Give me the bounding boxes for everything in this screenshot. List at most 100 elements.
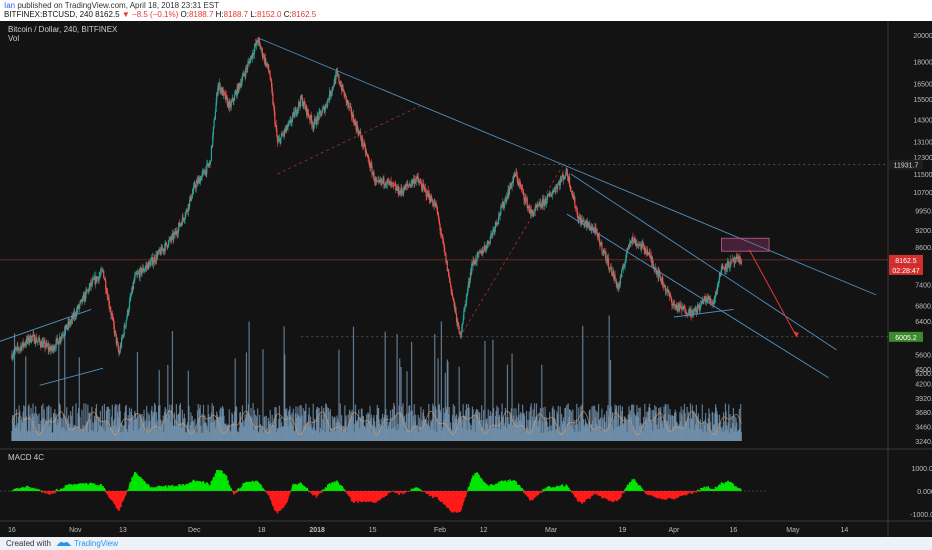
candle-body — [46, 345, 49, 347]
candle-body — [368, 160, 370, 166]
candle-body — [652, 260, 654, 265]
author-link[interactable]: Ian — [4, 1, 16, 10]
candle-body — [66, 327, 68, 330]
price-tick-label: 10700.0 — [913, 190, 932, 197]
volume-bar — [740, 431, 742, 441]
volume-bar — [646, 421, 649, 441]
volume-bar — [523, 412, 525, 441]
macd-bar — [690, 491, 692, 494]
volume-bar — [16, 426, 18, 441]
candle-body — [299, 104, 301, 106]
volume-bar — [481, 426, 483, 441]
candle-body — [70, 321, 72, 325]
candle-body — [23, 343, 26, 346]
candle-body — [288, 121, 290, 124]
volume-bar — [436, 431, 438, 441]
candle-body — [642, 243, 645, 246]
volume-bar — [652, 409, 655, 441]
candle-body — [387, 181, 390, 182]
volume-bar — [311, 427, 313, 441]
volume-bar — [643, 426, 645, 441]
candle-body — [280, 133, 283, 138]
volume-bar — [276, 428, 279, 441]
volume-bar — [21, 423, 24, 441]
volume-bar — [204, 415, 206, 441]
volume-bar — [64, 325, 66, 441]
volume-bar — [13, 414, 15, 441]
chart-area[interactable]: Bitcoin / Dollar, 240, BITFINEX Vol MACD 4… — [0, 21, 932, 537]
volume-bar — [46, 421, 49, 441]
candle-body — [634, 238, 636, 241]
volume-bar — [586, 424, 588, 441]
volume-bar — [409, 405, 411, 441]
candle-body — [270, 80, 273, 88]
candle-body — [223, 90, 225, 93]
volume-bar — [249, 418, 252, 441]
candle-body — [229, 102, 231, 104]
candle-body — [81, 296, 84, 303]
candle-body — [403, 190, 405, 194]
volume-bar — [344, 405, 346, 441]
volume-bar — [383, 417, 385, 441]
volume-bar — [60, 428, 63, 441]
volume-bar — [675, 411, 677, 441]
candle-body — [370, 163, 372, 169]
volume-bar — [19, 430, 22, 441]
candle-body — [486, 244, 488, 249]
tradingview-brand[interactable]: TradingView — [74, 539, 119, 548]
candle-body — [302, 105, 304, 107]
volume-bar — [363, 426, 365, 441]
candle-body — [617, 284, 620, 290]
volume-bar — [393, 405, 396, 441]
volume-bar — [202, 404, 205, 441]
volume-bar — [676, 422, 678, 441]
macd-bar — [41, 491, 44, 494]
volume-bar — [103, 403, 105, 441]
volume-bar — [357, 417, 359, 441]
candle-body — [495, 221, 497, 224]
volume-bar — [17, 416, 20, 441]
candle-body — [135, 273, 137, 275]
volume-bar — [163, 432, 165, 441]
candle-body — [377, 180, 379, 182]
candle-body — [701, 300, 703, 302]
macd-bar — [317, 491, 320, 495]
candle-body — [441, 235, 443, 237]
volume-bar — [419, 425, 421, 441]
level-price-tag-high: 11931.7 — [894, 163, 919, 170]
volume-bar — [26, 432, 28, 441]
volume-bar — [162, 415, 164, 441]
volume-bar — [215, 419, 217, 441]
volume-bar — [172, 425, 174, 441]
volume-bar — [439, 409, 441, 441]
volume-bar — [73, 424, 75, 441]
macd-bar — [230, 488, 233, 491]
candle-body — [291, 118, 293, 123]
candle-body — [23, 343, 25, 346]
candle-body — [256, 40, 258, 43]
candle-body — [198, 178, 201, 184]
candle-body — [89, 283, 92, 287]
volume-bar — [573, 419, 575, 441]
candle-body — [386, 179, 388, 185]
macd-bar — [48, 491, 51, 495]
candle-body — [105, 289, 107, 293]
candle-body — [54, 347, 57, 349]
volume-bar — [126, 431, 129, 441]
candle-body — [278, 138, 280, 141]
candle-body — [359, 132, 361, 134]
candle-body — [473, 260, 475, 263]
candle-body — [127, 309, 129, 314]
volume-bar — [722, 426, 724, 441]
volume-bar — [448, 407, 450, 441]
candle-body — [420, 184, 423, 188]
candle-body — [325, 104, 327, 109]
candle-body — [242, 72, 244, 77]
macd-bar — [125, 491, 127, 494]
candle-body — [646, 249, 649, 256]
volume-bar — [278, 405, 281, 441]
candle-body — [432, 204, 435, 206]
candle-body — [668, 290, 670, 294]
candle-body — [169, 237, 172, 240]
